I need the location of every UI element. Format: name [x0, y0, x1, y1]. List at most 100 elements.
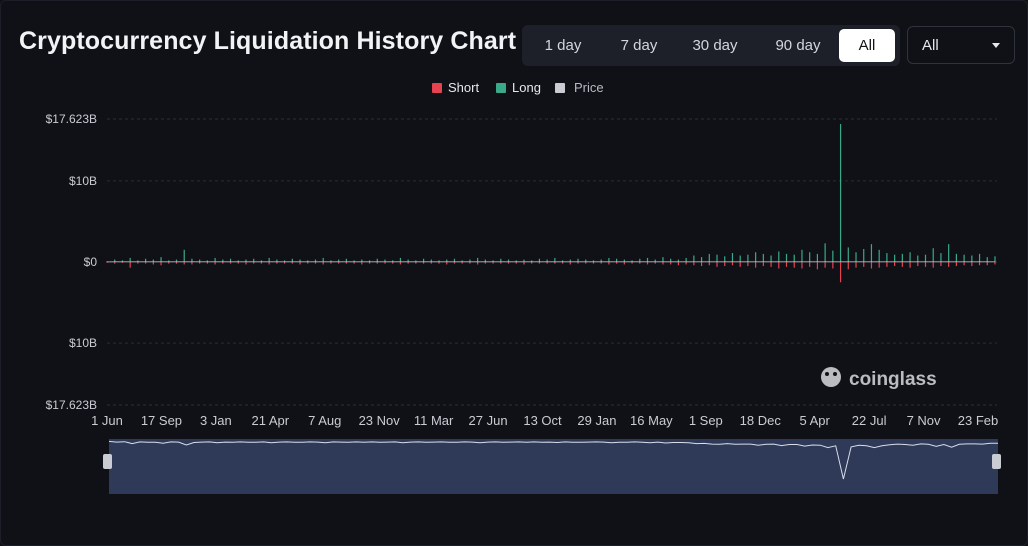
long-bar[interactable]	[453, 258, 456, 262]
long-bar[interactable]	[986, 257, 988, 262]
long-bar[interactable]	[284, 260, 286, 262]
long-bar[interactable]	[492, 260, 494, 262]
short-bar[interactable]	[345, 262, 347, 264]
short-bar[interactable]	[314, 262, 317, 264]
short-bar[interactable]	[160, 262, 162, 266]
short-bar[interactable]	[399, 262, 402, 265]
short-bar[interactable]	[932, 262, 934, 268]
long-bar[interactable]	[507, 259, 510, 262]
long-bar[interactable]	[592, 260, 595, 262]
range-90-day-button[interactable]: 90 day	[775, 37, 821, 54]
long-bar[interactable]	[708, 253, 710, 262]
short-bar[interactable]	[770, 262, 772, 267]
short-bar[interactable]	[446, 262, 448, 265]
short-bar[interactable]	[191, 262, 193, 265]
long-bar[interactable]	[855, 252, 857, 262]
short-bar[interactable]	[407, 262, 409, 264]
short-bar[interactable]	[353, 262, 355, 264]
long-bar[interactable]	[538, 258, 541, 262]
long-bar[interactable]	[469, 259, 471, 262]
short-bar[interactable]	[870, 262, 873, 269]
long-bar[interactable]	[801, 249, 803, 262]
short-bar[interactable]	[986, 262, 988, 266]
long-bar[interactable]	[716, 254, 718, 262]
long-bar[interactable]	[438, 260, 440, 262]
long-bar[interactable]	[407, 259, 409, 262]
short-bar[interactable]	[500, 262, 502, 264]
range-30-day-button[interactable]: 30 day	[692, 37, 738, 54]
long-bar[interactable]	[268, 257, 270, 262]
short-bar[interactable]	[778, 262, 780, 269]
short-bar[interactable]	[152, 262, 154, 265]
long-bar[interactable]	[299, 259, 301, 262]
short-bar[interactable]	[963, 262, 965, 266]
long-bar[interactable]	[222, 259, 224, 262]
long-bar[interactable]	[785, 253, 788, 262]
short-bar[interactable]	[307, 262, 309, 264]
short-bar[interactable]	[338, 262, 340, 264]
long-bar[interactable]	[693, 255, 695, 262]
legend-long-label[interactable]: Long	[512, 80, 541, 95]
short-bar[interactable]	[824, 262, 826, 268]
short-bar[interactable]	[863, 262, 865, 267]
short-bar[interactable]	[168, 262, 170, 264]
long-bar[interactable]	[894, 254, 896, 262]
long-bar[interactable]	[477, 257, 479, 262]
navigator-left-handle[interactable]	[103, 454, 112, 469]
short-bar[interactable]	[175, 262, 178, 264]
navigator-selection[interactable]	[109, 439, 998, 494]
short-bar[interactable]	[685, 262, 687, 265]
short-bar[interactable]	[762, 262, 764, 267]
short-bar[interactable]	[677, 262, 680, 266]
long-bar[interactable]	[376, 258, 378, 262]
short-bar[interactable]	[909, 262, 911, 268]
short-bar[interactable]	[654, 262, 656, 264]
long-bar[interactable]	[531, 260, 533, 262]
short-bar[interactable]	[816, 262, 818, 270]
long-bar[interactable]	[685, 257, 687, 262]
long-bar[interactable]	[260, 260, 263, 262]
range-7-day-button[interactable]: 7 day	[620, 37, 658, 54]
long-bar[interactable]	[646, 257, 649, 262]
long-bar[interactable]	[276, 259, 278, 262]
long-bar[interactable]	[314, 259, 317, 262]
short-bar[interactable]	[839, 262, 842, 283]
long-bar[interactable]	[948, 244, 950, 262]
long-bar[interactable]	[639, 258, 641, 262]
short-bar[interactable]	[229, 262, 232, 264]
short-bar[interactable]	[577, 262, 579, 264]
short-bar[interactable]	[785, 262, 788, 267]
short-bar[interactable]	[484, 262, 486, 264]
short-bar[interactable]	[214, 262, 216, 265]
short-bar[interactable]	[847, 262, 849, 270]
long-bar[interactable]	[183, 249, 185, 262]
short-bar[interactable]	[646, 262, 649, 265]
short-bar[interactable]	[284, 262, 286, 264]
long-bar[interactable]	[577, 258, 579, 262]
long-bar[interactable]	[392, 260, 394, 262]
short-bar[interactable]	[708, 262, 710, 266]
short-bar[interactable]	[415, 262, 417, 264]
long-bar[interactable]	[994, 256, 996, 262]
short-bar[interactable]	[507, 262, 510, 264]
short-bar[interactable]	[430, 262, 432, 264]
long-bar[interactable]	[955, 253, 957, 262]
short-bar[interactable]	[917, 262, 919, 267]
long-bar[interactable]	[963, 254, 965, 262]
long-bar[interactable]	[515, 260, 517, 262]
long-bar[interactable]	[422, 258, 425, 262]
long-bar[interactable]	[731, 253, 734, 262]
long-bar[interactable]	[415, 260, 417, 262]
short-bar[interactable]	[145, 262, 147, 264]
long-bar[interactable]	[940, 253, 942, 262]
long-bar[interactable]	[446, 259, 448, 262]
long-bar[interactable]	[353, 260, 355, 262]
long-bar[interactable]	[430, 259, 432, 262]
long-bar[interactable]	[214, 257, 216, 262]
short-bar[interactable]	[978, 262, 981, 266]
range-all-button[interactable]: All	[839, 29, 895, 62]
short-bar[interactable]	[245, 262, 247, 265]
short-bar[interactable]	[492, 262, 494, 264]
short-bar[interactable]	[384, 262, 386, 264]
short-bar[interactable]	[662, 262, 664, 265]
